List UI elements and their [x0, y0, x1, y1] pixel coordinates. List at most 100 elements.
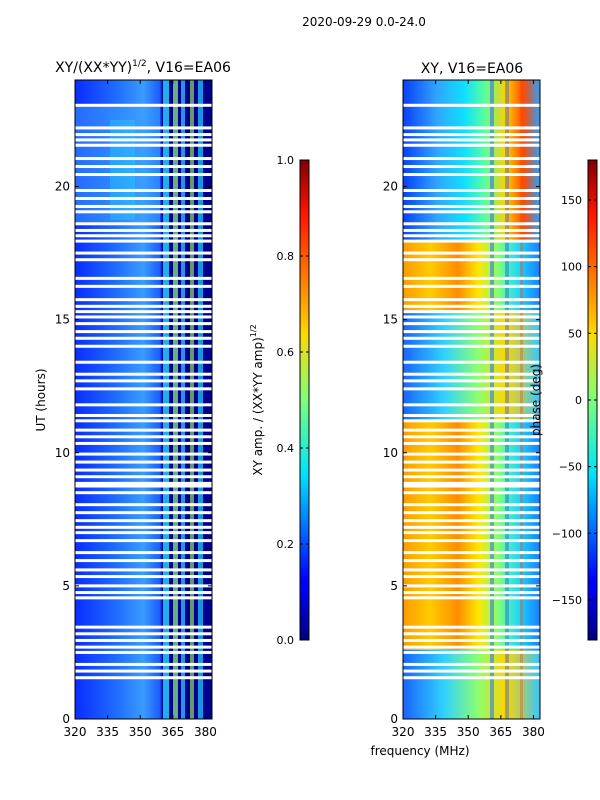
flagged-row [75, 258, 212, 262]
flagged-row [75, 372, 212, 376]
x-tick-label: 350 [457, 725, 480, 739]
flagged-row [75, 344, 212, 348]
amplitude-colorbar-ticks: 0.0 0.2 0.4 0.6 0.8 1.0 [277, 154, 309, 647]
flagged-row [75, 662, 212, 666]
flagged-row [75, 452, 212, 456]
phase-rfi-band [505, 80, 509, 719]
flagged-row [403, 173, 540, 177]
phase-colorbar: −150 −100 −50 0 50 100 150 phase (deg) [529, 159, 598, 641]
flagged-row [75, 676, 212, 680]
flagged-row [403, 228, 540, 232]
phase-x-ticks: 320 335 350 365 380 [392, 80, 545, 739]
y-tick-label: 20 [383, 180, 398, 194]
flagged-row [75, 575, 212, 579]
flagged-row [75, 419, 212, 423]
flagged-row [403, 584, 540, 588]
colorbar-tick-label: 0.2 [277, 538, 295, 551]
amplitude-colorbar-label: XY amp. / (XX*YY amp)1/2 [249, 324, 265, 475]
phase-heatmap-region [403, 310, 540, 420]
flagged-row [75, 645, 212, 649]
flagged-row [403, 258, 540, 262]
flagged-row [75, 650, 212, 654]
colorbar-tick-label: −150 [552, 594, 582, 607]
flagged-row [403, 441, 540, 445]
flagged-row [75, 539, 212, 543]
colorbar-tick-label: 0 [575, 394, 582, 407]
flagged-row [75, 173, 212, 177]
flagged-row [403, 298, 540, 302]
flagged-row [75, 475, 212, 479]
flagged-row [403, 315, 540, 319]
colorbar-tick-label: 0.0 [277, 634, 295, 647]
phase-flagged-rows [403, 103, 540, 680]
flagged-row [75, 525, 212, 529]
flagged-row [403, 596, 540, 600]
flagged-row [75, 632, 212, 636]
flagged-row [403, 638, 540, 642]
flagged-row [403, 650, 540, 654]
x-tick-label: 335 [96, 725, 119, 739]
phase-heatmap-region [403, 420, 540, 650]
amplitude-colorbar: 0.0 0.2 0.4 0.6 0.8 1.0 XY amp. / (XX*YY amp)… [249, 154, 310, 647]
colorbar-tick-label: 150 [561, 194, 582, 207]
flagged-row [75, 222, 212, 226]
flagged-row [75, 531, 212, 535]
flagged-row [403, 276, 540, 280]
flagged-row [403, 539, 540, 543]
flagged-row [403, 503, 540, 507]
x-tick-label: 365 [161, 725, 184, 739]
x-axis-label: frequency (MHz) [370, 744, 469, 758]
phase-axes-frame [402, 79, 541, 720]
y-tick-label: 5 [390, 579, 398, 593]
phase-y-ticks: 0 5 10 15 20 [383, 180, 540, 726]
flagged-row [75, 441, 212, 445]
flagged-row [403, 568, 540, 572]
flagged-row [75, 559, 212, 563]
flagged-row [403, 575, 540, 579]
colorbar-tick-label: 50 [568, 327, 582, 340]
flagged-row [403, 143, 540, 147]
flagged-row [75, 413, 212, 417]
x-tick-label: 365 [489, 725, 512, 739]
flagged-row [403, 460, 540, 464]
amplitude-rfi-band [181, 80, 185, 719]
flagged-row [403, 468, 540, 472]
flagged-row [403, 196, 540, 200]
flagged-row [75, 511, 212, 515]
flagged-row [403, 379, 540, 383]
flagged-row [403, 491, 540, 495]
x-tick-label: 320 [64, 725, 87, 739]
flagged-row [75, 584, 212, 588]
flagged-row [75, 304, 212, 308]
phase-rfi-band [490, 80, 494, 719]
flagged-row [75, 336, 212, 340]
flagged-row [75, 103, 212, 107]
amplitude-colorbar-bar [299, 159, 310, 641]
flagged-row [75, 484, 212, 488]
flagged-row [75, 519, 212, 523]
flagged-row [403, 157, 540, 161]
flagged-row [75, 568, 212, 572]
colorbar-tick-label: −100 [552, 527, 582, 540]
flagged-row [75, 481, 212, 485]
flagged-row [75, 196, 212, 200]
amplitude-rfi-band [190, 80, 194, 719]
flagged-row [75, 157, 212, 161]
flagged-row [75, 298, 212, 302]
phase-rfi-band [520, 80, 523, 719]
x-tick-label: 335 [424, 725, 447, 739]
flagged-row [403, 210, 540, 214]
flagged-row [403, 519, 540, 523]
flagged-row [75, 276, 212, 280]
y-tick-label: 5 [62, 579, 70, 593]
flagged-row [403, 484, 540, 488]
flagged-row [403, 559, 540, 563]
flagged-row [75, 387, 212, 391]
phase-panel-title: XY, V16=EA06 [421, 61, 523, 77]
flagged-row [75, 491, 212, 495]
flagged-row [75, 330, 212, 334]
colorbar-tick-label: 100 [561, 261, 582, 274]
flagged-row [403, 435, 540, 439]
flagged-row [75, 460, 212, 464]
flagged-row [75, 126, 212, 130]
